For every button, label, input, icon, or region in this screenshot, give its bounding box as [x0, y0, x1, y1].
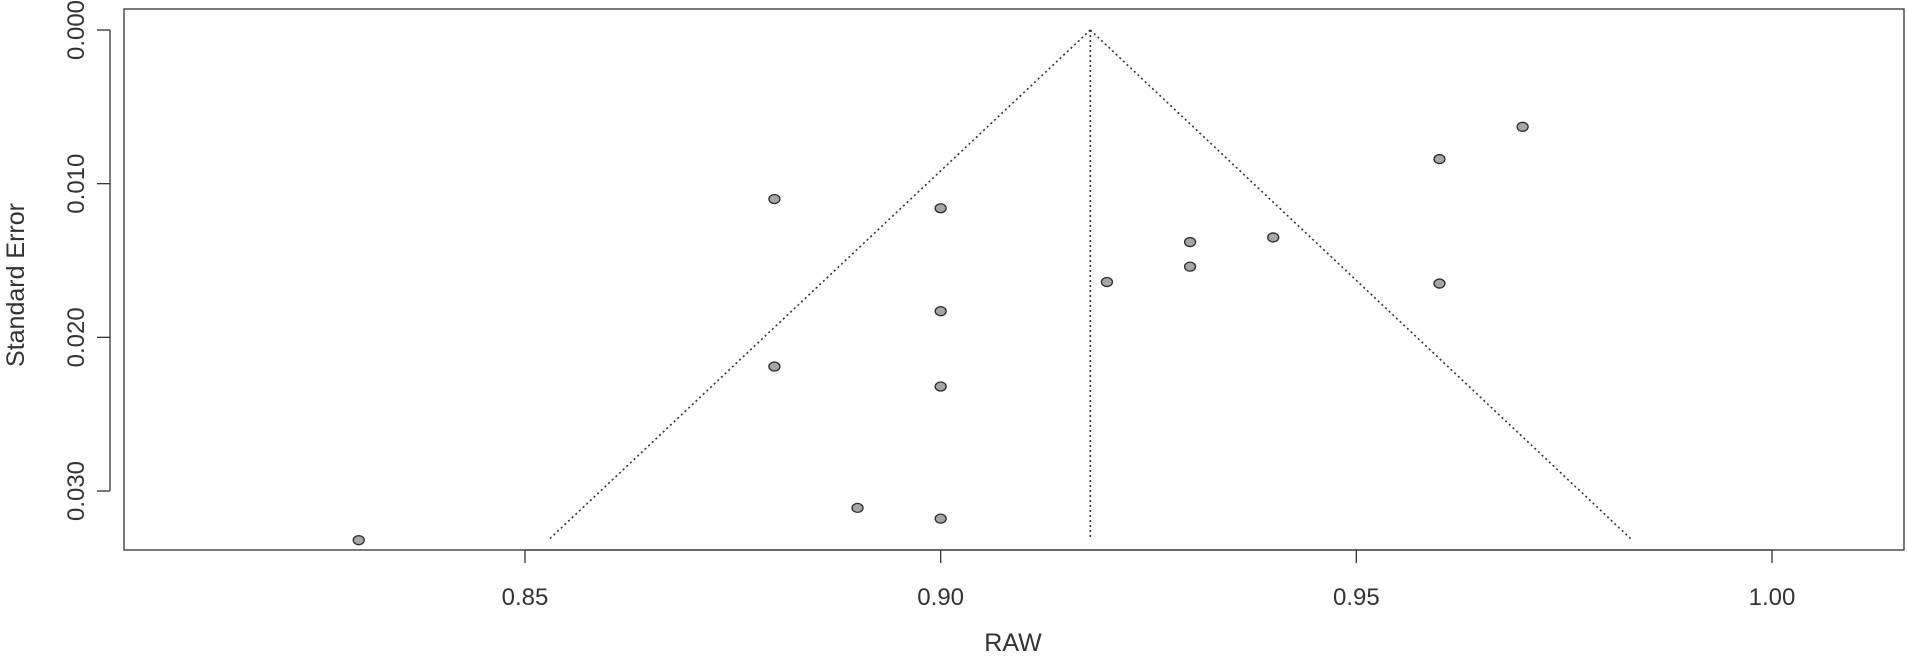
- x-tick-label: 0.95: [1333, 584, 1380, 611]
- study-points: [352, 121, 1529, 546]
- funnel-lines: [549, 29, 1632, 540]
- study-point: [1183, 261, 1197, 272]
- study-point: [851, 502, 864, 514]
- y-axis-title: Standard Error: [2, 203, 30, 367]
- study-point: [1516, 121, 1529, 132]
- study-point: [352, 535, 365, 546]
- x-tick-label: 0.85: [502, 584, 549, 611]
- y-tick-label: 0.020: [63, 307, 90, 367]
- study-point: [1267, 232, 1280, 243]
- y-tick-label: 0.030: [63, 461, 90, 521]
- funnel-left-bound: [549, 29, 1091, 540]
- study-point: [1433, 278, 1446, 289]
- y-axis: 0.000 0.010 0.020 0.030: [63, 0, 111, 521]
- study-point: [768, 361, 781, 372]
- y-tick-label: 0.010: [63, 154, 90, 214]
- study-point: [1183, 236, 1197, 248]
- plot-frame: [123, 8, 1905, 551]
- x-axis-title: RAW: [984, 629, 1042, 657]
- y-tick-label: 0.000: [63, 0, 90, 60]
- funnel-right-bound: [1089, 29, 1632, 540]
- x-axis: 0.85 0.90 0.95 1.00: [502, 549, 1796, 611]
- study-point: [934, 203, 947, 214]
- study-point: [934, 381, 947, 392]
- x-tick-label: 0.90: [917, 584, 964, 611]
- x-tick-label: 1.00: [1749, 584, 1796, 611]
- study-point: [934, 306, 947, 317]
- study-point: [1433, 153, 1446, 165]
- study-point: [1100, 276, 1114, 288]
- study-point: [934, 513, 947, 524]
- study-point: [768, 193, 781, 205]
